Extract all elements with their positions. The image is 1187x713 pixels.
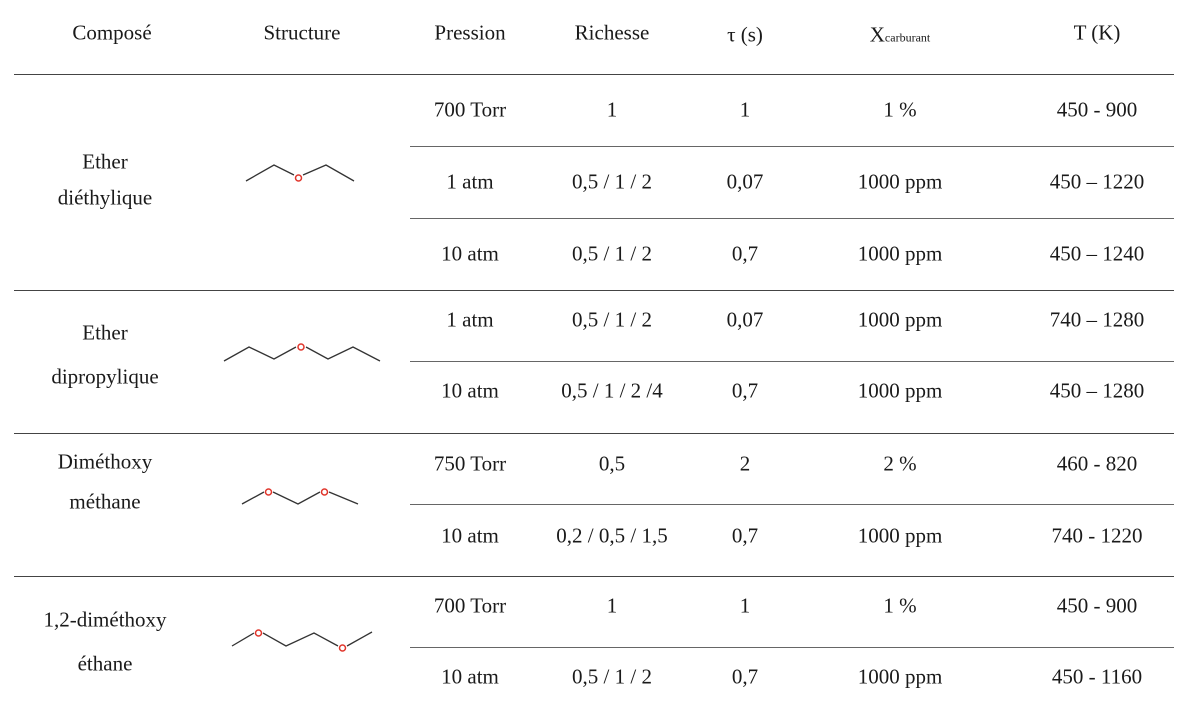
- cell-x: 1 %: [883, 593, 917, 618]
- cell-richesse: 0,2 / 0,5 / 1,5: [556, 523, 668, 548]
- rule-inner: [410, 647, 1174, 648]
- rule-header: [14, 74, 1174, 75]
- cell-t: 740 – 1280: [1049, 307, 1145, 332]
- cell-pression: 1 atm: [446, 307, 494, 332]
- cell-t: 460 - 820: [1056, 451, 1138, 476]
- header-x-carburant: Xcarburant: [869, 22, 931, 47]
- cell-x: 1 %: [883, 97, 917, 122]
- cell-t: 450 - 1160: [1051, 664, 1143, 689]
- rule-inner: [410, 146, 1174, 147]
- header-x-sub: carburant: [884, 30, 931, 45]
- cell-t: 450 - 900: [1056, 593, 1138, 618]
- cell-richesse: 0,5 / 1 / 2: [572, 169, 652, 194]
- cell-richesse: 0,5 / 1 / 2: [572, 664, 652, 689]
- cell-tau: 0,07: [726, 169, 764, 194]
- header-tau: τ (s): [727, 22, 763, 47]
- cell-tau: 2: [739, 451, 751, 476]
- header-x-main: X: [869, 22, 885, 47]
- cell-x: 1000 ppm: [857, 523, 943, 548]
- cell-x: 1000 ppm: [857, 307, 943, 332]
- cell-tau: 0,07: [726, 307, 764, 332]
- cell-x: 1000 ppm: [857, 169, 943, 194]
- header-compose: Composé: [72, 20, 152, 45]
- rule-inner: [410, 361, 1174, 362]
- dimethoxyethane-skeletal-icon: [231, 629, 373, 652]
- compound-name-line1: Ether: [82, 320, 128, 345]
- header-richesse: Richesse: [574, 20, 650, 45]
- compound-name-line2: méthane: [69, 489, 141, 514]
- cell-richesse: 0,5: [598, 451, 626, 476]
- compound-name-line1: Ether: [82, 149, 128, 174]
- compound-name-line1: Diméthoxy: [57, 449, 153, 474]
- cell-pression: 750 Torr: [433, 451, 507, 476]
- rule-group: [14, 433, 1174, 434]
- rule-group: [14, 290, 1174, 291]
- cell-pression: 10 atm: [441, 378, 499, 403]
- dimethoxymethane-skeletal-icon: [241, 488, 359, 505]
- cell-richesse: 0,5 / 1 / 2 /4: [561, 378, 663, 403]
- cell-pression: 10 atm: [441, 664, 499, 689]
- cell-pression: 700 Torr: [433, 593, 507, 618]
- compound-name-line2: dipropylique: [51, 364, 159, 389]
- cell-x: 2 %: [883, 451, 917, 476]
- header-temperature: T (K): [1073, 20, 1121, 45]
- cell-richesse: 0,5 / 1 / 2: [572, 241, 652, 266]
- cell-richesse: 1: [606, 97, 618, 122]
- cell-pression: 700 Torr: [433, 97, 507, 122]
- cell-richesse: 0,5 / 1 / 2: [572, 307, 652, 332]
- cell-tau: 1: [739, 593, 751, 618]
- rule-group: [14, 576, 1174, 577]
- rule-inner: [410, 504, 1174, 505]
- cell-pression: 10 atm: [441, 523, 499, 548]
- cell-x: 1000 ppm: [857, 241, 943, 266]
- rule-inner: [410, 218, 1174, 219]
- diethyl-ether-skeletal-icon: [245, 164, 355, 182]
- cell-t: 740 - 1220: [1051, 523, 1143, 548]
- cell-tau: 0,7: [731, 523, 759, 548]
- header-pression: Pression: [434, 20, 506, 45]
- compound-name-line1: 1,2-diméthoxy: [43, 607, 167, 632]
- cell-tau: 0,7: [731, 664, 759, 689]
- compound-name-line2: éthane: [77, 651, 133, 676]
- cell-pression: 1 atm: [446, 169, 494, 194]
- cell-richesse: 1: [606, 593, 618, 618]
- cell-tau: 0,7: [731, 378, 759, 403]
- cell-tau: 1: [739, 97, 751, 122]
- cell-x: 1000 ppm: [857, 664, 943, 689]
- cell-pression: 10 atm: [441, 241, 499, 266]
- header-structure: Structure: [263, 20, 341, 45]
- cell-t: 450 – 1220: [1049, 169, 1145, 194]
- cell-t: 450 – 1240: [1049, 241, 1145, 266]
- cell-t: 450 - 900: [1056, 97, 1138, 122]
- cell-tau: 0,7: [731, 241, 759, 266]
- compound-name-line2: diéthylique: [57, 185, 153, 210]
- dipropyl-ether-skeletal-icon: [223, 343, 381, 362]
- cell-t: 450 – 1280: [1049, 378, 1145, 403]
- cell-x: 1000 ppm: [857, 378, 943, 403]
